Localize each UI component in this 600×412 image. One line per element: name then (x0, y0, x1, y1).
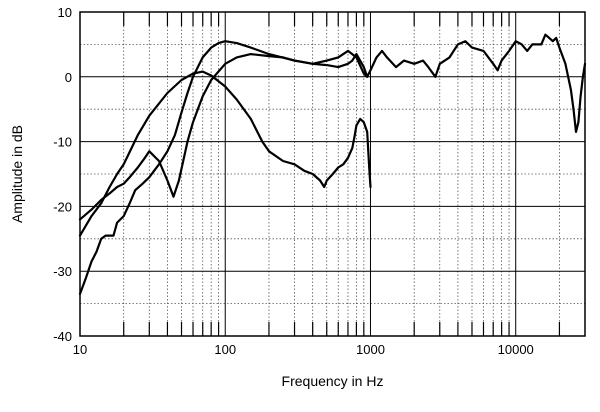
x-tick-label: 1000 (356, 342, 385, 357)
y-axis-title: Amplitude in dB (9, 125, 25, 223)
series-line-2 (78, 53, 369, 221)
y-tick-label: -30 (53, 264, 72, 279)
plot-frame (79, 11, 586, 337)
y-tick-label: -20 (53, 199, 72, 214)
y-tick-label: 0 (65, 70, 72, 85)
x-tick-label: 10000 (498, 342, 534, 357)
x-tick-label: 10 (73, 342, 87, 357)
series-line-1 (78, 70, 372, 237)
y-tick-label: -10 (53, 135, 72, 150)
y-tick-label: 10 (58, 5, 72, 20)
series-group (78, 33, 587, 295)
series-line-3 (78, 33, 587, 295)
x-tick-label: 100 (214, 342, 236, 357)
x-axis-title: Frequency in Hz (282, 373, 384, 389)
y-tick-label: -40 (53, 329, 72, 344)
